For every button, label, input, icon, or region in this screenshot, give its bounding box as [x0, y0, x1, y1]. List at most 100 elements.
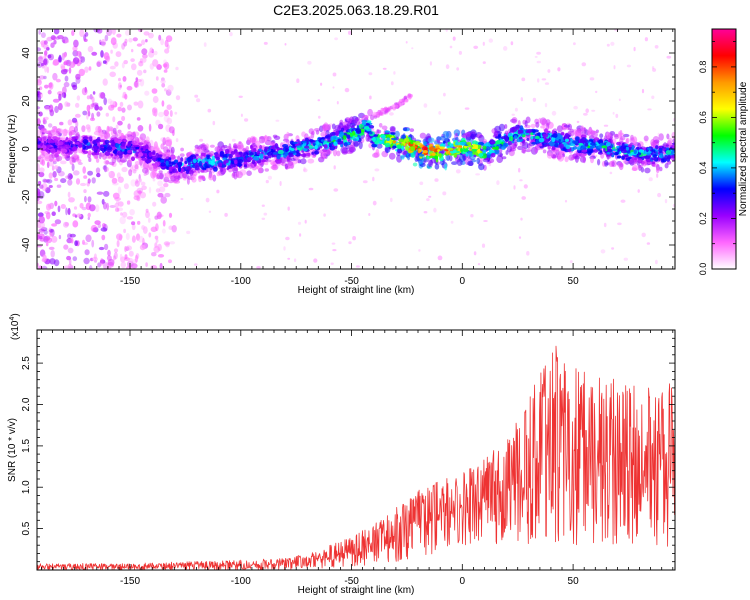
- colorbar-ticks: 0.0 0.2 0.4 0.6 0.8: [698, 41, 736, 275]
- ridge-core-blob: [168, 157, 172, 161]
- colorbar: 0.0 0.2 0.4 0.6 0.8 Normalized spectral ampl…: [698, 28, 749, 275]
- ridge-core-blob: [447, 147, 454, 151]
- noise-blob: [67, 179, 73, 186]
- ridge-core-blob: [544, 144, 551, 147]
- ridge-halo-blob: [640, 167, 645, 173]
- noise-blob: [159, 186, 166, 193]
- ridge-halo-blob: [166, 149, 171, 153]
- ridge-halo-blob: [644, 167, 651, 174]
- ridge-core-blob: [178, 166, 182, 173]
- speck-blob: [283, 246, 286, 251]
- noise-blob: [165, 242, 170, 248]
- noise-blob: [109, 65, 116, 70]
- ridge-core-blob: [565, 144, 571, 150]
- noise-blob: [72, 84, 78, 91]
- spectrogram-panel: -150 -100 -50 0 50 -40 -20 0 20 40 Height of str…: [7, 28, 676, 296]
- noise-blob: [70, 237, 74, 244]
- noise-blob: [166, 117, 173, 125]
- ridge-halo-blob: [436, 136, 442, 141]
- ridge-core-blob: [296, 145, 302, 148]
- ridge-core-blob: [138, 152, 144, 157]
- noise-blob: [121, 115, 126, 122]
- noise-blob: [44, 105, 51, 110]
- speck-blob: [307, 60, 312, 65]
- ridge-core-blob: [218, 162, 223, 167]
- noise-blob: [163, 69, 168, 73]
- noise-blob: [120, 212, 123, 216]
- ridge-halo-blob: [608, 161, 615, 167]
- ridge-halo-blob: [568, 154, 575, 161]
- speck-blob: [603, 124, 609, 127]
- ridge-core-blob: [309, 139, 314, 142]
- ridge-halo-blob: [237, 142, 244, 150]
- noise-blob: [79, 202, 84, 209]
- noise-blob: [131, 63, 137, 71]
- ridge-core-blob: [460, 141, 466, 146]
- noise-blob: [45, 212, 51, 220]
- ridge-halo-blob: [400, 154, 405, 160]
- noise-blob: [115, 207, 119, 212]
- ridge-halo-blob: [270, 161, 277, 166]
- ridge-halo-blob: [625, 138, 629, 146]
- ridge-core-blob: [103, 146, 107, 152]
- noise-blob: [145, 211, 150, 219]
- speck-blob: [513, 185, 516, 190]
- ridge-core-blob: [665, 144, 669, 147]
- noise-blob: [40, 32, 46, 38]
- noise-blob: [46, 203, 51, 211]
- speck-blob: [534, 55, 538, 58]
- noise-blob: [76, 50, 82, 57]
- ridge-core-blob: [224, 148, 230, 154]
- ridge-halo-blob: [287, 161, 294, 166]
- ridge-core-blob: [422, 150, 428, 154]
- ridge-core-blob: [87, 150, 92, 156]
- noise-blob: [162, 63, 168, 68]
- noise-blob: [161, 228, 166, 234]
- ridge-halo-blob: [556, 125, 563, 133]
- noise-blob: [48, 203, 54, 210]
- speck-blob: [521, 196, 526, 200]
- noise-blob: [43, 235, 51, 241]
- noise-blob: [57, 205, 61, 213]
- noise-blob: [113, 251, 118, 260]
- colorbar-gradient: [711, 28, 737, 270]
- ridge-halo-blob: [307, 158, 315, 164]
- noise-blob: [148, 217, 151, 223]
- ridge-core-blob: [610, 144, 614, 149]
- ridge-halo-blob: [402, 127, 408, 131]
- ridge-core-blob: [233, 159, 238, 165]
- speck-blob: [323, 213, 326, 217]
- noise-blob: [168, 212, 173, 218]
- noise-blob: [88, 66, 92, 71]
- ridge-core-blob: [259, 154, 264, 160]
- noise-blob: [57, 56, 63, 63]
- speck-blob: [666, 55, 672, 59]
- ridge-core-blob: [250, 148, 257, 153]
- ridge-halo-blob: [368, 142, 373, 149]
- noise-blob: [80, 56, 86, 63]
- noise-blob: [110, 104, 115, 109]
- ridge-core-blob: [453, 152, 458, 158]
- ridge-core-blob: [204, 162, 208, 168]
- speck-blob: [175, 95, 181, 101]
- noise-blob: [74, 240, 78, 247]
- noise-blob: [44, 64, 48, 73]
- noise-blob: [106, 202, 109, 211]
- ridge-core-blob: [560, 132, 565, 136]
- ridge-core-blob: [60, 148, 68, 153]
- ridge-halo-blob: [264, 168, 269, 172]
- ridge-halo-blob: [659, 166, 663, 172]
- ridge-core-blob: [300, 153, 307, 157]
- speck-blob: [429, 61, 432, 66]
- ridge-halo-blob: [545, 119, 551, 126]
- noise-blob: [95, 204, 100, 213]
- ridge-core-blob: [131, 156, 135, 162]
- speck-blob: [240, 113, 243, 118]
- ridge-halo-blob: [233, 143, 237, 149]
- speck-blob: [664, 199, 668, 204]
- noise-blob: [84, 195, 87, 203]
- noise-blob: [110, 49, 113, 54]
- ridge-core-blob: [530, 135, 534, 140]
- ridge-core-blob: [290, 148, 295, 151]
- noise-blob: [39, 75, 45, 80]
